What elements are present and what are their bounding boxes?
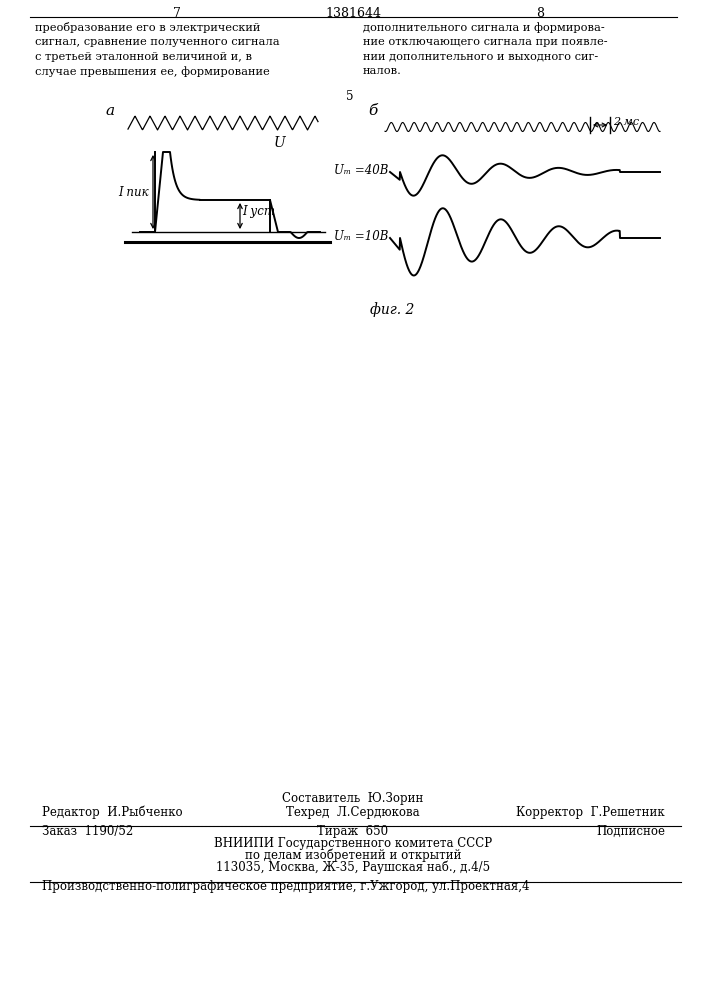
Text: 2 мс: 2 мс bbox=[613, 117, 639, 127]
Text: а: а bbox=[105, 104, 115, 118]
Text: Uₘ =40В: Uₘ =40В bbox=[334, 163, 388, 176]
Text: Подписное: Подписное bbox=[596, 825, 665, 838]
Text: Техред  Л.Сердюкова: Техред Л.Сердюкова bbox=[286, 806, 420, 819]
Text: U: U bbox=[274, 136, 286, 150]
Text: 8: 8 bbox=[536, 7, 544, 20]
Text: фиг. 2: фиг. 2 bbox=[370, 302, 414, 317]
Text: преобразование его в электрический
сигнал, сравнение полученного сигнала
с треть: преобразование его в электрический сигна… bbox=[35, 22, 280, 77]
Text: I уст: I уст bbox=[242, 206, 275, 219]
Text: дополнительного сигнала и формирова-
ние отключающего сигнала при появле-
нии до: дополнительного сигнала и формирова- ние… bbox=[363, 22, 607, 76]
Text: 113035, Москва, Ж-35, Раушская наб., д.4/5: 113035, Москва, Ж-35, Раушская наб., д.4… bbox=[216, 860, 490, 874]
Text: Редактор  И.Рыбченко: Редактор И.Рыбченко bbox=[42, 806, 182, 819]
Text: 7: 7 bbox=[173, 7, 181, 20]
Text: Составитель  Ю.Зорин: Составитель Ю.Зорин bbox=[282, 792, 423, 805]
Text: б: б bbox=[368, 104, 378, 118]
Text: ВНИИПИ Государственного комитета СССР: ВНИИПИ Государственного комитета СССР bbox=[214, 837, 492, 850]
Text: по делам изобретений и открытий: по делам изобретений и открытий bbox=[245, 848, 461, 862]
Text: Корректор  Г.Решетник: Корректор Г.Решетник bbox=[516, 806, 665, 819]
Text: Заказ  1190/52: Заказ 1190/52 bbox=[42, 825, 133, 838]
Text: 5: 5 bbox=[346, 90, 354, 103]
Text: Тираж  650: Тираж 650 bbox=[317, 825, 389, 838]
Text: Uₘ =10В: Uₘ =10В bbox=[334, 230, 388, 242]
Text: 1381644: 1381644 bbox=[325, 7, 381, 20]
Text: I пик: I пик bbox=[118, 186, 149, 198]
Text: Производственно-полиграфическое предприятие, г.Ужгород, ул.Проектная,4: Производственно-полиграфическое предприя… bbox=[42, 880, 530, 893]
